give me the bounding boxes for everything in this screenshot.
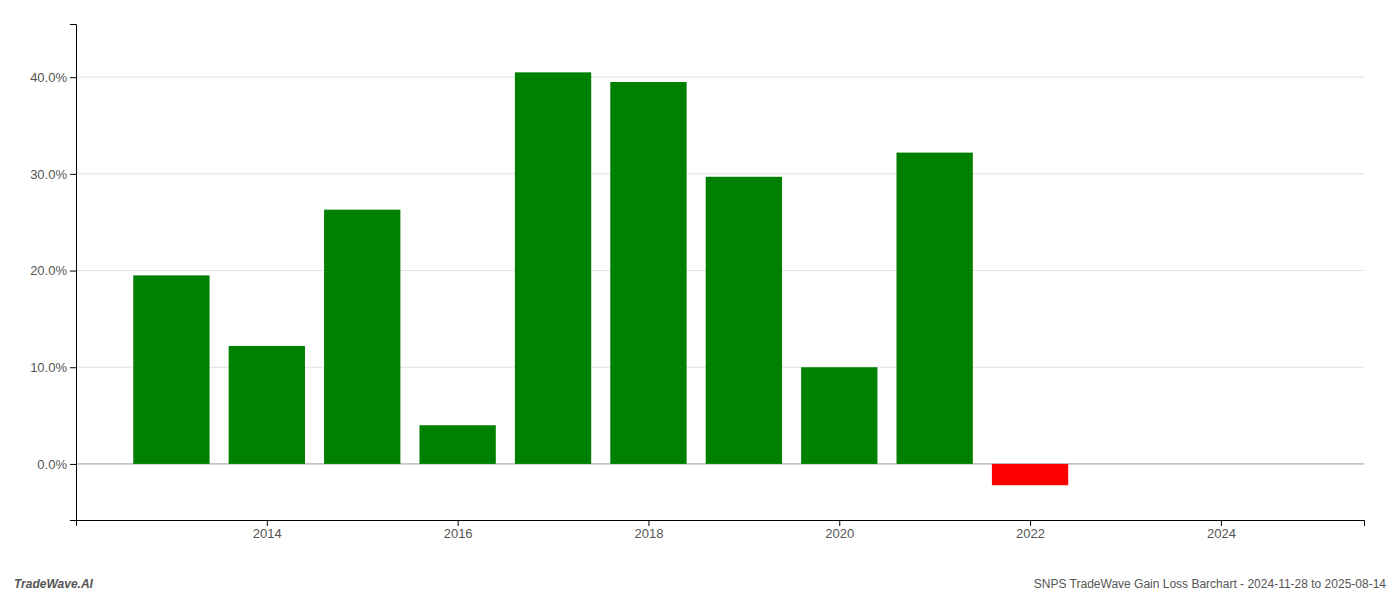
bar xyxy=(897,153,973,464)
x-tick: 2024 xyxy=(1207,520,1236,541)
footer-right: SNPS TradeWave Gain Loss Barchart - 2024… xyxy=(1034,577,1387,591)
grid-line xyxy=(76,173,1364,174)
y-axis: 0.0% 10.0% 20.0% 30.0% 40.0% xyxy=(30,25,76,521)
tick-label: 40.0% xyxy=(30,70,67,85)
tick-mark xyxy=(70,367,76,368)
tick-mark xyxy=(267,520,268,526)
bar xyxy=(515,72,591,464)
tick-label: 2014 xyxy=(253,526,282,541)
tick-label: 2018 xyxy=(634,526,663,541)
tick-label: 10.0% xyxy=(30,360,67,375)
y-tick: 10.0% xyxy=(30,360,76,375)
tick-mark xyxy=(648,520,649,526)
bar xyxy=(992,464,1068,485)
tick-mark xyxy=(839,520,840,526)
y-tick: 20.0% xyxy=(30,263,76,278)
tick-mark xyxy=(70,174,76,175)
tick-label: 2022 xyxy=(1016,526,1045,541)
tick-mark xyxy=(70,77,76,78)
grid-line xyxy=(76,77,1364,78)
tick-mark xyxy=(1030,520,1031,526)
tick-mark xyxy=(458,520,459,526)
bar xyxy=(419,425,495,464)
tick-label: 2024 xyxy=(1207,526,1236,541)
bar xyxy=(610,82,686,464)
tick-mark xyxy=(70,464,76,465)
y-tick: 40.0% xyxy=(30,70,76,85)
bar xyxy=(229,346,305,464)
x-tick: 2018 xyxy=(634,520,663,541)
axis-line xyxy=(70,25,77,521)
y-tick: 0.0% xyxy=(37,457,76,472)
tick-label: 0.0% xyxy=(37,457,67,472)
tick-mark xyxy=(70,271,76,272)
x-axis: 2014 2016 2018 2020 2022 2024 xyxy=(77,520,1365,541)
tick-label: 2020 xyxy=(825,526,854,541)
x-tick: 2014 xyxy=(253,520,282,541)
bars xyxy=(133,72,1068,485)
grid xyxy=(76,77,1364,464)
chart: 2014 2016 2018 2020 2022 2024 0.0% 10.0% 20.0% 30… xyxy=(0,0,1400,600)
bar xyxy=(324,210,400,464)
footer-left: TradeWave.AI xyxy=(14,577,94,591)
bar xyxy=(133,275,209,464)
bar xyxy=(706,177,782,464)
x-tick: 2016 xyxy=(444,520,473,541)
tick-label: 20.0% xyxy=(30,263,67,278)
tick-mark xyxy=(1221,520,1222,526)
y-tick: 30.0% xyxy=(30,167,76,182)
x-tick: 2020 xyxy=(825,520,854,541)
axis-line xyxy=(77,521,1365,527)
x-tick: 2022 xyxy=(1016,520,1045,541)
tick-label: 30.0% xyxy=(30,167,67,182)
tick-label: 2016 xyxy=(444,526,473,541)
plot-area: 2014 2016 2018 2020 2022 2024 0.0% 10.0% 20.0% 30… xyxy=(30,25,1364,542)
bar xyxy=(801,367,877,464)
